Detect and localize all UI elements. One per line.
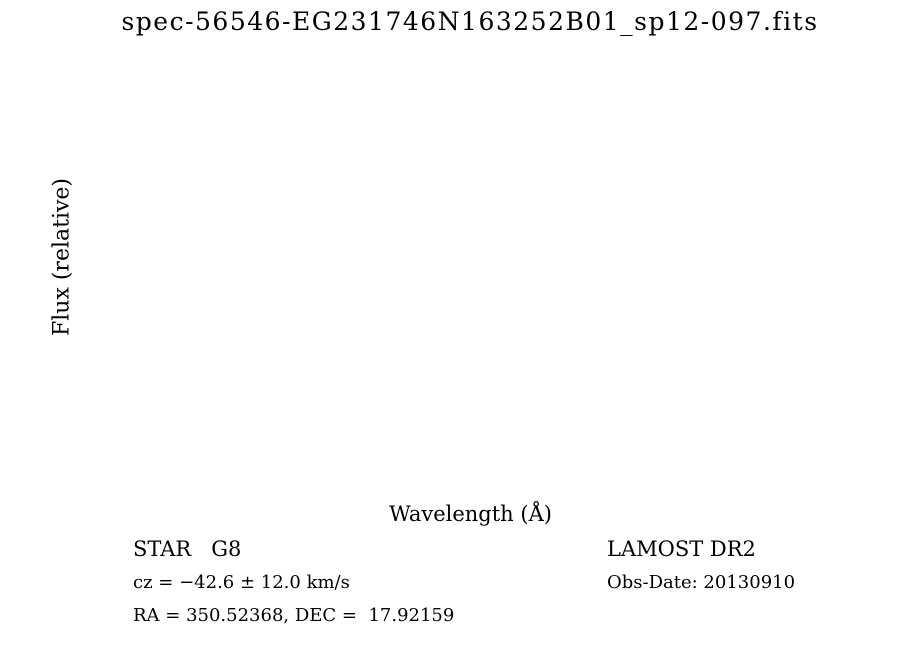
ra-dec-label: RA = 350.52368, DEC = 17.92159 [133, 605, 455, 626]
plot-title: spec-56546-EG231746N163252B01_sp12-097.f… [121, 7, 819, 36]
object-class-label: STAR G8 [133, 537, 242, 561]
obs-date-label: Obs-Date: 20130910 [607, 572, 796, 593]
x-axis-label: Wavelength (Å) [389, 502, 552, 526]
y-axis-label: Flux (relative) [49, 177, 75, 337]
radial-velocity-label: cz = −42.6 ± 12.0 km/s [133, 572, 350, 593]
survey-release-label: LAMOST DR2 [607, 537, 756, 561]
